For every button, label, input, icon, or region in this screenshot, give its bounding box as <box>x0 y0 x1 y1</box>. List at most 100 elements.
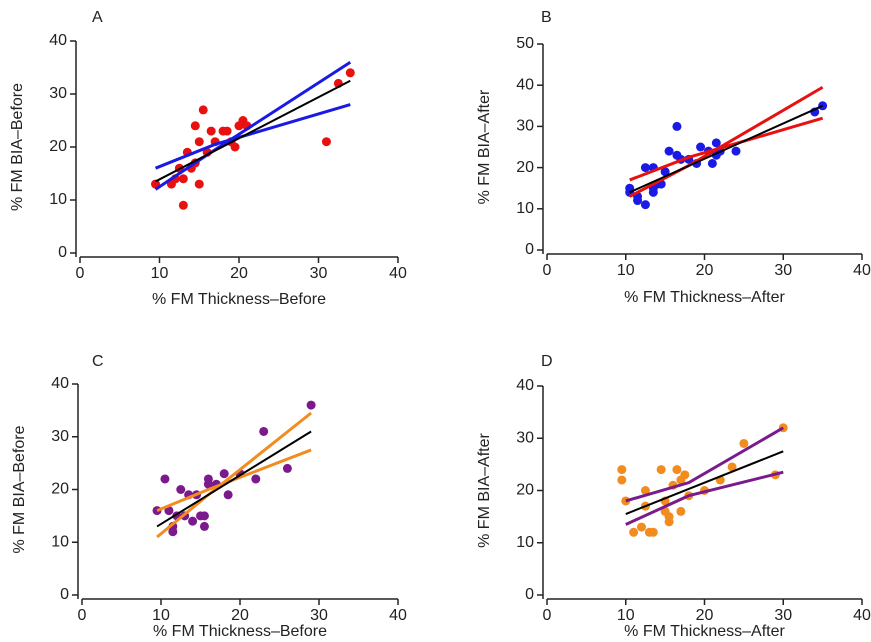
y-tick-label: 0 <box>525 586 534 603</box>
panel-label: C <box>92 353 104 370</box>
data-point <box>251 474 261 484</box>
y-tick-label: 20 <box>51 481 69 498</box>
data-point <box>739 438 749 448</box>
y-tick-label: 10 <box>516 534 534 551</box>
x-tick-label: 0 <box>543 262 552 279</box>
x-axis-label: % FM Thickness–Before <box>152 291 326 308</box>
data-point <box>660 167 670 177</box>
y-tick-label: 20 <box>516 482 534 499</box>
data-point <box>648 527 658 537</box>
data-point <box>696 142 706 152</box>
data-point <box>640 486 650 495</box>
y-tick-label: 40 <box>516 76 534 93</box>
y-tick-label: 10 <box>49 191 67 208</box>
y-axis-label: % FM BIA–After <box>476 89 493 204</box>
x-tick-label: 40 <box>853 262 871 279</box>
panel-label: A <box>92 9 103 26</box>
y-tick-label: 20 <box>516 159 534 176</box>
x-tick-label: 10 <box>617 607 635 624</box>
panel-label: D <box>541 353 553 370</box>
data-point <box>164 506 174 516</box>
x-tick-label: 10 <box>152 607 170 624</box>
confidence-band <box>156 411 313 539</box>
y-tick-label: 40 <box>49 32 67 49</box>
data-point <box>160 474 170 484</box>
data-point <box>629 527 639 537</box>
confidence-band <box>625 470 784 526</box>
y-axis-label: % FM BIA–Before <box>11 425 28 553</box>
x-tick-label: 20 <box>696 607 714 624</box>
data-point <box>190 121 200 131</box>
data-point <box>222 126 232 136</box>
data-point <box>633 196 643 206</box>
y-tick-label: 30 <box>51 428 69 445</box>
data-point <box>727 462 737 472</box>
y-tick-label: 0 <box>60 586 69 603</box>
x-tick-label: 10 <box>151 265 169 282</box>
data-point <box>188 516 198 526</box>
data-point <box>345 68 355 78</box>
regression-line <box>155 79 351 183</box>
confidence-band <box>154 103 351 170</box>
y-axis-label: % FM BIA–After <box>476 432 493 547</box>
data-point <box>637 522 646 532</box>
data-point <box>640 200 650 210</box>
y-tick-label: 10 <box>51 533 69 550</box>
data-point <box>178 200 188 210</box>
x-tick-label: 30 <box>774 607 792 624</box>
x-tick-label: 30 <box>310 265 328 282</box>
x-tick-label: 0 <box>543 607 552 624</box>
data-point <box>203 474 213 484</box>
y-tick-label: 0 <box>525 241 534 258</box>
regression-line <box>629 104 824 194</box>
confidence-band <box>154 60 352 191</box>
data-point <box>219 469 229 479</box>
y-tick-label: 40 <box>51 375 69 392</box>
data-point <box>194 137 204 147</box>
data-point <box>306 400 316 410</box>
regression-line <box>625 450 784 515</box>
data-point <box>176 485 186 494</box>
y-tick-label: 30 <box>516 429 534 446</box>
y-tick-label: 40 <box>516 377 534 394</box>
data-point <box>198 105 208 115</box>
confidence-band <box>625 426 785 503</box>
x-tick-label: 40 <box>389 265 407 282</box>
y-tick-label: 30 <box>49 85 67 102</box>
x-tick-label: 20 <box>230 265 248 282</box>
x-tick-label: 0 <box>78 607 87 624</box>
y-tick-label: 30 <box>516 118 534 135</box>
data-point <box>640 163 650 173</box>
data-point <box>656 465 666 475</box>
y-tick-label: 20 <box>49 138 67 155</box>
x-tick-label: 40 <box>853 607 871 624</box>
data-point <box>178 174 188 184</box>
data-point <box>707 158 717 168</box>
data-point <box>199 511 209 521</box>
data-point <box>259 426 269 436</box>
y-tick-label: 50 <box>516 35 534 52</box>
data-point <box>676 506 686 516</box>
x-tick-label: 20 <box>231 607 249 624</box>
x-axis-label: % FM Thickness–After <box>624 289 785 306</box>
data-point <box>206 126 216 136</box>
data-point <box>731 146 741 156</box>
y-tick-label: 0 <box>58 244 67 261</box>
data-point <box>711 138 721 148</box>
y-tick-label: 10 <box>516 200 534 217</box>
data-point <box>617 465 627 475</box>
panel-label: B <box>541 9 552 26</box>
x-axis-label: % FM Thickness–Before <box>153 623 327 640</box>
confidence-band <box>156 448 312 512</box>
x-tick-label: 20 <box>696 262 714 279</box>
data-point <box>230 142 240 152</box>
y-axis-label: % FM BIA–Before <box>9 83 26 211</box>
x-tick-label: 30 <box>310 607 328 624</box>
x-tick-label: 10 <box>617 262 635 279</box>
data-point <box>672 465 682 475</box>
data-point <box>321 137 331 147</box>
data-point <box>199 521 209 531</box>
data-point <box>680 470 690 480</box>
data-point <box>282 463 292 473</box>
